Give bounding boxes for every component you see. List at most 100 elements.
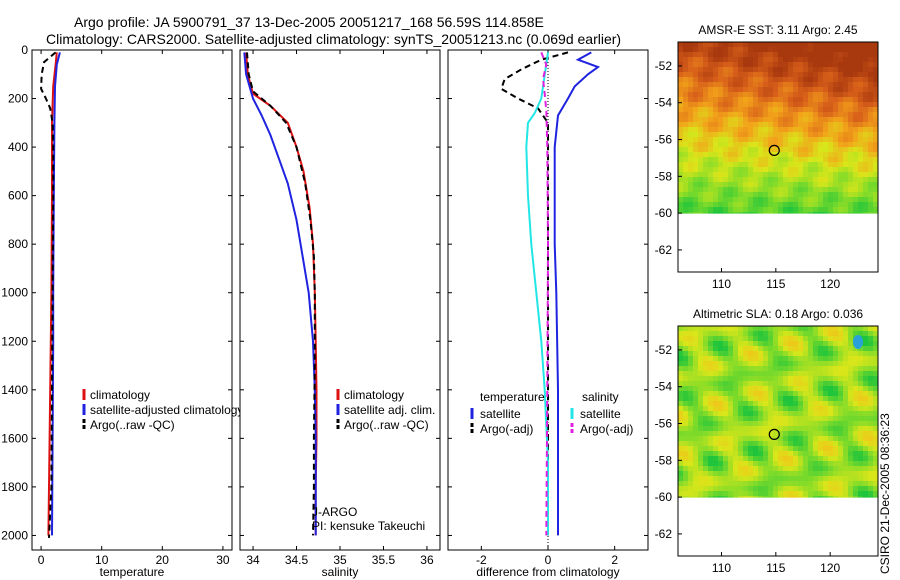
heat-cell (688, 421, 694, 427)
heat-cell (688, 396, 694, 402)
heat-cell (868, 42, 874, 48)
heat-cell (683, 421, 689, 427)
heat-cell (798, 87, 804, 93)
series-argo-raw-qc- (40, 51, 57, 538)
heat-cell (793, 117, 799, 123)
heat-cell (813, 82, 819, 88)
heat-cell (723, 42, 729, 48)
heat-cell (808, 202, 814, 208)
heat-cell (798, 351, 804, 357)
heat-cell (848, 411, 854, 417)
heat-cell (823, 471, 829, 477)
heat-cell (823, 376, 829, 382)
heat-cell (833, 117, 839, 123)
heat-cell (773, 461, 779, 467)
heat-cell (743, 132, 749, 138)
heat-cell (678, 366, 684, 372)
heat-cell (838, 396, 844, 402)
heat-cell (723, 341, 729, 347)
heat-cell (703, 476, 709, 482)
heat-cell (683, 202, 689, 208)
heat-cell (738, 187, 744, 193)
heat-cell (823, 371, 829, 377)
heat-cell (863, 67, 869, 73)
heat-cell (688, 137, 694, 143)
heat-cell (733, 152, 739, 158)
heat-cell (828, 361, 834, 367)
heat-cell (853, 167, 859, 173)
heat-cell (773, 456, 779, 462)
heat-cell (723, 167, 729, 173)
heat-cell (838, 481, 844, 487)
heat-cell (833, 92, 839, 98)
heat-cell (733, 336, 739, 342)
heat-cell (868, 62, 874, 68)
heat-cell (808, 102, 814, 108)
heat-cell (873, 336, 879, 342)
heat-cell (833, 351, 839, 357)
heat-cell (813, 47, 819, 53)
heat-cell (818, 197, 824, 203)
heat-cell (803, 102, 809, 108)
heat-cell (798, 381, 804, 387)
heat-cell (703, 167, 709, 173)
heat-cell (713, 72, 719, 78)
heat-cell (793, 426, 799, 432)
heat-cell (733, 366, 739, 372)
heat-cell (743, 431, 749, 437)
heat-cell (703, 162, 709, 168)
heat-cell (783, 406, 789, 412)
heat-cell (723, 456, 729, 462)
heat-cell (688, 192, 694, 198)
heat-cell (863, 326, 869, 332)
heat-cell (783, 391, 789, 397)
heat-cell (758, 341, 764, 347)
heat-cell (728, 361, 734, 367)
heat-cell (818, 396, 824, 402)
heat-cell (783, 381, 789, 387)
heat-cell (818, 167, 824, 173)
heat-cell (793, 491, 799, 497)
heat-cell (773, 441, 779, 447)
heat-cell (863, 197, 869, 203)
heat-cell (723, 391, 729, 397)
heat-cell (848, 47, 854, 53)
heat-cell (713, 152, 719, 158)
heat-cell (868, 72, 874, 78)
heat-cell (738, 476, 744, 482)
heat-cell (763, 476, 769, 482)
heat-cell (688, 182, 694, 188)
heat-cell (808, 496, 814, 498)
heat-cell (803, 112, 809, 118)
heat-cell (688, 112, 694, 118)
heat-cell (768, 152, 774, 158)
heat-cell (698, 82, 704, 88)
heat-cell (863, 416, 869, 422)
heat-cell (708, 491, 714, 497)
heat-cell (698, 152, 704, 158)
heat-cell (818, 381, 824, 387)
heat-cell (678, 486, 684, 492)
heat-cell (723, 476, 729, 482)
heat-cell (743, 167, 749, 173)
heat-cell (863, 127, 869, 133)
heat-cell (678, 326, 684, 332)
heat-cell (778, 87, 784, 93)
heat-cell (833, 152, 839, 158)
heat-cell (793, 411, 799, 417)
heat-cell (708, 117, 714, 123)
heat-cell (773, 381, 779, 387)
heat-cell (743, 416, 749, 422)
heat-cell (843, 82, 849, 88)
heat-cell (723, 401, 729, 407)
heat-cell (753, 192, 759, 198)
heat-cell (733, 421, 739, 427)
heat-cell (793, 172, 799, 178)
heat-cell (703, 117, 709, 123)
heat-cell (758, 202, 764, 208)
heat-cell (723, 127, 729, 133)
heat-cell (868, 132, 874, 138)
heat-cell (843, 381, 849, 387)
heat-cell (863, 376, 869, 382)
heat-cell (723, 376, 729, 382)
